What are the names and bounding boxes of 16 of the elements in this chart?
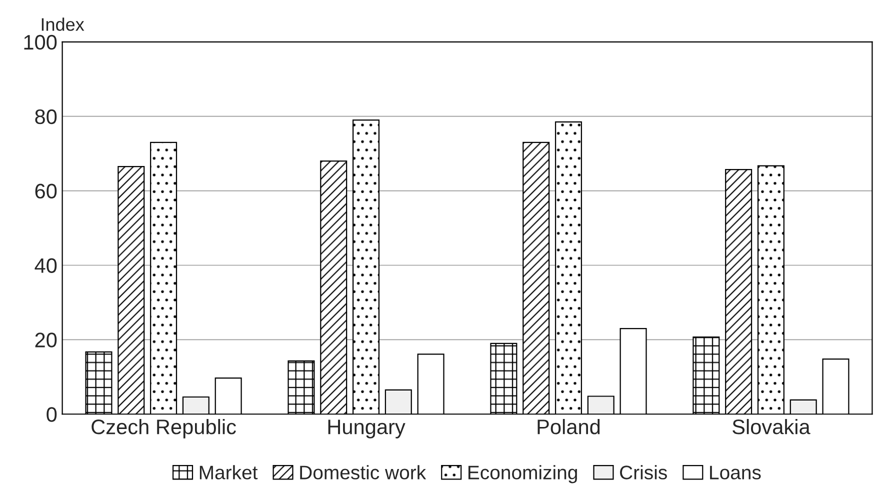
- legend-label: Economizing: [468, 465, 577, 484]
- y-axis-title: Index: [42, 18, 84, 31]
- legend-label: Crisis: [620, 465, 667, 480]
- legend-label: Domestic work: [300, 465, 426, 480]
- x-tick-label: Poland: [538, 418, 600, 434]
- y-tick-label: 0: [46, 407, 57, 422]
- legend-label: Loans: [710, 466, 761, 480]
- x-tick-label: Slovakia: [732, 418, 810, 434]
- y-tick-label: 40: [34, 258, 57, 273]
- y-tick-label: 80: [35, 109, 57, 124]
- x-tick-label: Hungary: [328, 420, 406, 438]
- y-tick-label: 100: [24, 34, 57, 50]
- y-tick-label: 20: [35, 332, 57, 348]
- x-tick-label: Czech Republic: [92, 418, 236, 438]
- y-tick-label: 60: [35, 184, 57, 199]
- legend-label: Market: [200, 465, 258, 480]
